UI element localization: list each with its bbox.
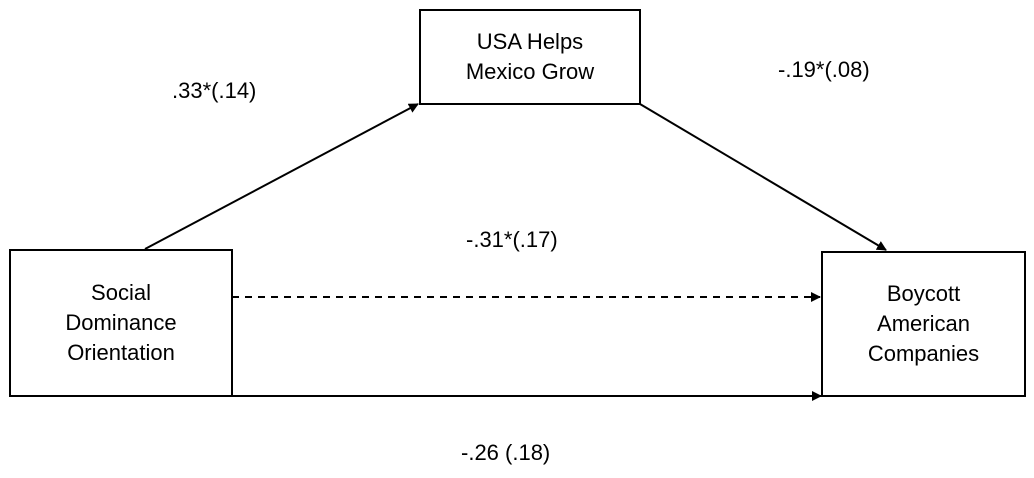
mediator-line-1: USA Helps bbox=[476, 29, 584, 54]
path-b-label: -.19*(.08) bbox=[778, 57, 870, 82]
path-a-arrow bbox=[144, 103, 419, 250]
path-c-prime-label: -.31*(.17) bbox=[466, 227, 558, 252]
mediator-line-2: Mexico Grow bbox=[465, 59, 595, 84]
predictor-line-1: Social bbox=[91, 280, 151, 305]
path-b-arrow bbox=[639, 103, 887, 251]
outcome-box: Boycott American Companies bbox=[821, 251, 1026, 397]
path-c-label: -.26 (.18) bbox=[461, 440, 551, 465]
predictor-line-3: Orientation bbox=[67, 340, 175, 365]
predictor-line-2: Dominance bbox=[65, 310, 177, 335]
outcome-line-3: Companies bbox=[867, 341, 980, 366]
mediator-box: USA Helps Mexico Grow bbox=[419, 9, 641, 105]
path-a-label: .33*(.14) bbox=[172, 78, 257, 103]
outcome-line-1: Boycott bbox=[886, 281, 961, 306]
outcome-line-2: American bbox=[877, 311, 970, 336]
predictor-box: Social Dominance Orientation bbox=[9, 249, 233, 397]
